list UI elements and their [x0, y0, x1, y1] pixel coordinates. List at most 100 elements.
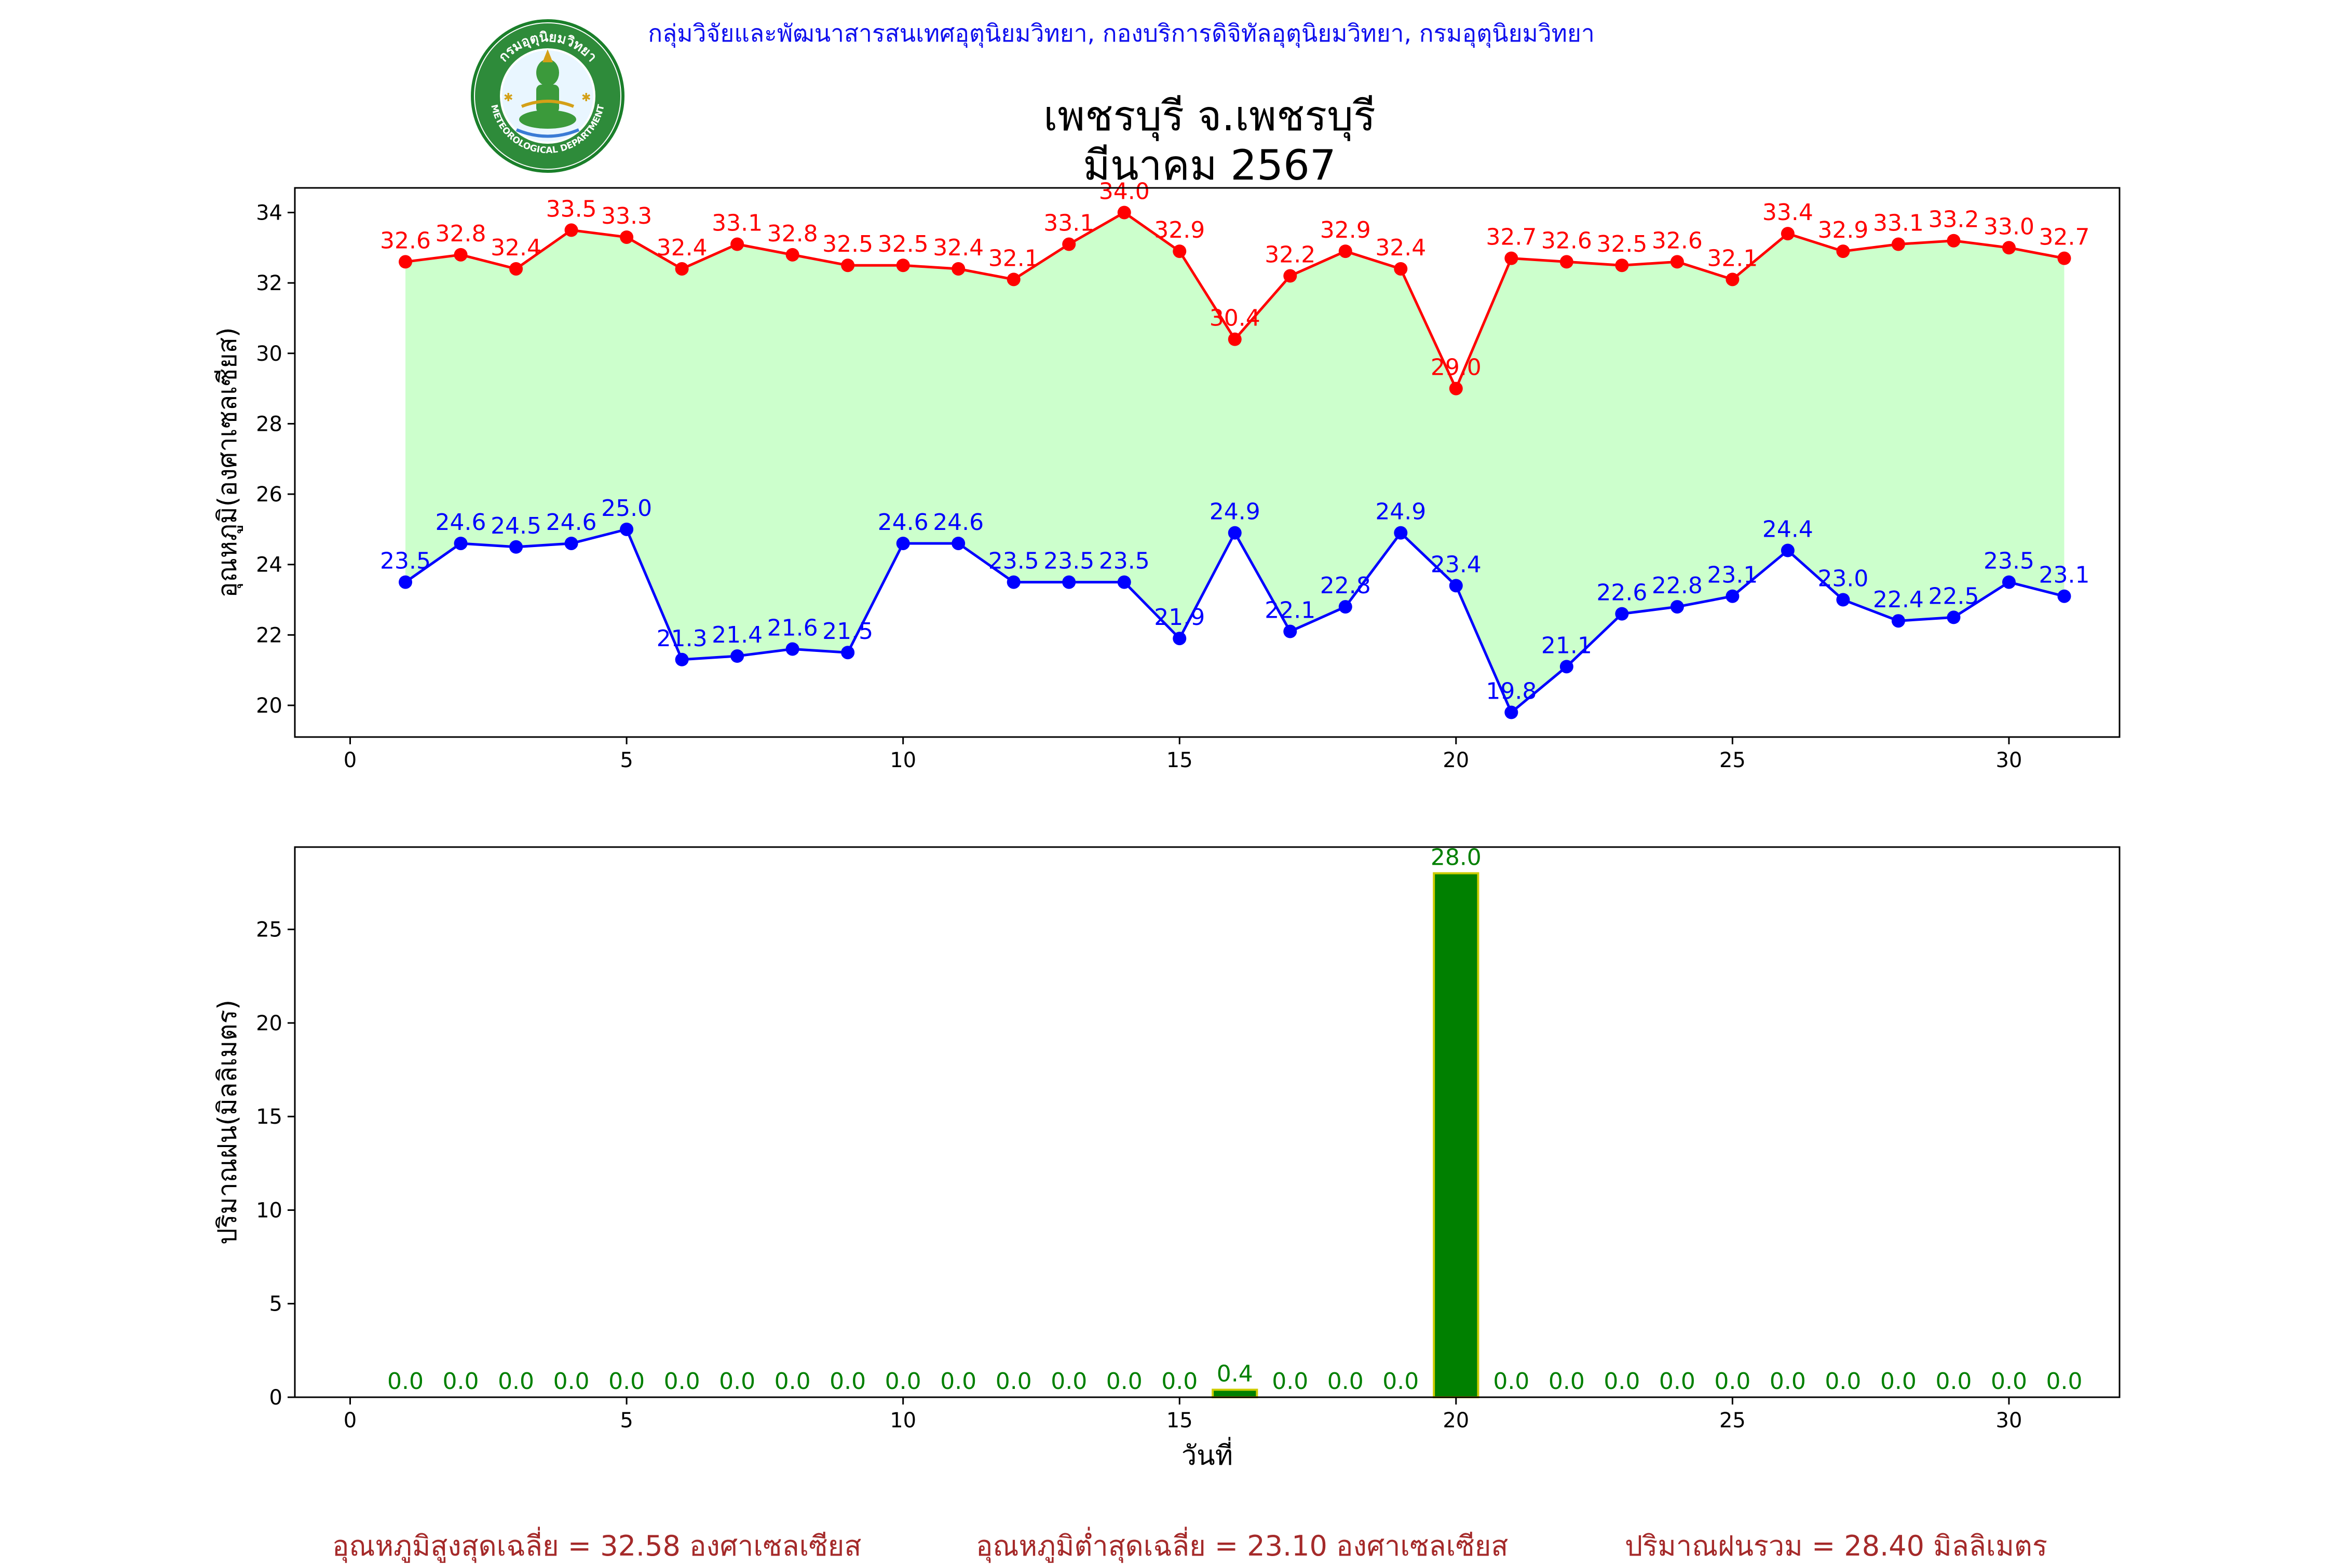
x-tick-label: 25 [1719, 1409, 1746, 1433]
min-temp-point [509, 540, 523, 554]
max-temp-label: 32.8 [436, 221, 486, 247]
rain-label: 0.0 [1272, 1368, 1308, 1395]
max-temp-point [620, 230, 634, 244]
max-temp-label: 32.6 [1541, 227, 1592, 254]
rain-label: 0.0 [664, 1368, 700, 1395]
min-temp-point [675, 652, 689, 666]
min-temp-label: 24.6 [878, 509, 929, 536]
min-temp-point [1338, 600, 1352, 614]
min-temp-label: 24.6 [546, 509, 597, 536]
x-tick-label: 10 [890, 1409, 916, 1433]
y-tick-label: 0 [269, 1386, 282, 1410]
min-temp-point [399, 575, 413, 589]
min-temp-point [1559, 660, 1573, 674]
rain-label: 0.0 [1714, 1368, 1750, 1395]
min-temp-point [1449, 579, 1463, 593]
max-temp-label: 32.7 [2039, 224, 2090, 251]
min-temp-point [1670, 600, 1684, 614]
y-axis-label: ปริมาณฝน(มิลลิเมตร) [212, 1000, 242, 1245]
max-temp-point [1947, 234, 1961, 248]
rain-label: 0.0 [1659, 1368, 1695, 1395]
y-tick-label: 34 [256, 201, 282, 225]
min-temp-label: 23.4 [1431, 551, 1482, 578]
y-axis-label: อุณหภูมิ(องศาเซลเซียส) [212, 327, 243, 597]
min-temp-point [1173, 632, 1187, 646]
min-temp-label: 21.9 [1154, 604, 1205, 631]
min-temp-label: 22.8 [1320, 572, 1371, 599]
rain-label: 0.4 [1217, 1361, 1253, 1387]
max-temp-point [509, 262, 523, 276]
min-temp-label: 23.5 [380, 548, 431, 575]
rain-label: 0.0 [2046, 1368, 2082, 1395]
y-tick-label: 25 [256, 918, 282, 942]
max-temp-label: 32.2 [1265, 242, 1315, 268]
rain-label: 0.0 [498, 1368, 534, 1395]
x-tick-label: 0 [344, 748, 357, 772]
x-tick-label: 10 [890, 748, 916, 772]
max-temp-label: 32.8 [767, 221, 818, 247]
min-temp-label: 22.1 [1265, 597, 1315, 624]
x-tick-label: 0 [344, 1409, 357, 1433]
avg-min-temperature: อุณหภูมิต่ำสุดเฉลี่ย = 23.10 องศาเซลเซีย… [976, 1530, 1509, 1562]
max-temp-label: 33.4 [1762, 199, 1813, 226]
min-temp-point [1062, 575, 1076, 589]
max-temp-point [564, 223, 578, 237]
max-temp-label: 32.4 [491, 235, 541, 261]
total-rainfall: ปริมาณฝนรวม = 28.40 มิลลิเมตร [1625, 1530, 2048, 1562]
max-temp-point [1228, 332, 1242, 346]
max-temp-point [1781, 227, 1795, 241]
min-temp-point [1504, 705, 1518, 719]
max-temp-point [1836, 244, 1850, 258]
min-temp-point [1726, 589, 1740, 603]
max-temp-label: 33.1 [712, 210, 763, 237]
min-temp-label: 23.0 [1817, 566, 1868, 592]
min-temp-point [1781, 543, 1795, 557]
svg-text:✱: ✱ [581, 91, 591, 104]
rain-label: 0.0 [1825, 1368, 1861, 1395]
rain-label: 0.0 [443, 1368, 479, 1395]
max-temp-point [454, 248, 468, 262]
max-temp-point [675, 262, 689, 276]
min-temp-label: 21.3 [657, 625, 708, 652]
min-temp-label: 23.5 [1043, 548, 1094, 575]
max-temp-label: 32.1 [988, 245, 1039, 271]
rain-label: 0.0 [553, 1368, 590, 1395]
rain-label: 0.0 [996, 1368, 1032, 1395]
min-temp-label: 23.1 [2039, 562, 2090, 589]
max-temp-point [1504, 251, 1518, 265]
max-temp-point [841, 258, 855, 272]
min-temp-label: 21.5 [822, 618, 873, 645]
max-temp-label: 33.5 [546, 196, 597, 222]
max-temp-label: 33.0 [1984, 213, 2034, 240]
plot-frame [294, 846, 2121, 1398]
y-tick-label: 30 [256, 342, 282, 366]
min-temp-point [2057, 589, 2071, 603]
rain-label: 0.0 [1880, 1368, 1917, 1395]
max-temp-label: 32.4 [1375, 235, 1426, 261]
y-tick-label: 22 [256, 623, 282, 647]
y-tick-label: 32 [256, 271, 282, 295]
rain-label: 0.0 [1106, 1368, 1143, 1395]
max-temp-label: 32.9 [1154, 217, 1205, 243]
max-temp-point [2057, 251, 2071, 265]
y-tick-label: 28 [256, 412, 282, 436]
x-tick-label: 15 [1166, 1409, 1193, 1433]
max-temp-label: 32.9 [1320, 217, 1371, 243]
max-temp-point [1173, 244, 1187, 258]
max-temp-point [1449, 381, 1463, 396]
max-temp-point [1283, 269, 1297, 283]
max-temp-label: 32.6 [1652, 227, 1703, 254]
min-temp-label: 24.9 [1210, 499, 1260, 525]
min-temp-label: 22.6 [1596, 580, 1647, 606]
max-temp-point [1615, 258, 1629, 272]
rain-label: 0.0 [1382, 1368, 1419, 1395]
min-temp-label: 23.5 [988, 548, 1039, 575]
x-tick-label: 30 [1996, 748, 2022, 772]
min-temp-point [952, 536, 966, 550]
rain-label: 0.0 [830, 1368, 866, 1395]
min-temp-point [1283, 624, 1297, 638]
station-title: เพชรบุรี จ.เพชรบุรี [1043, 92, 1376, 140]
x-tick-label: 20 [1443, 748, 1469, 772]
plot-frame [294, 187, 2121, 738]
